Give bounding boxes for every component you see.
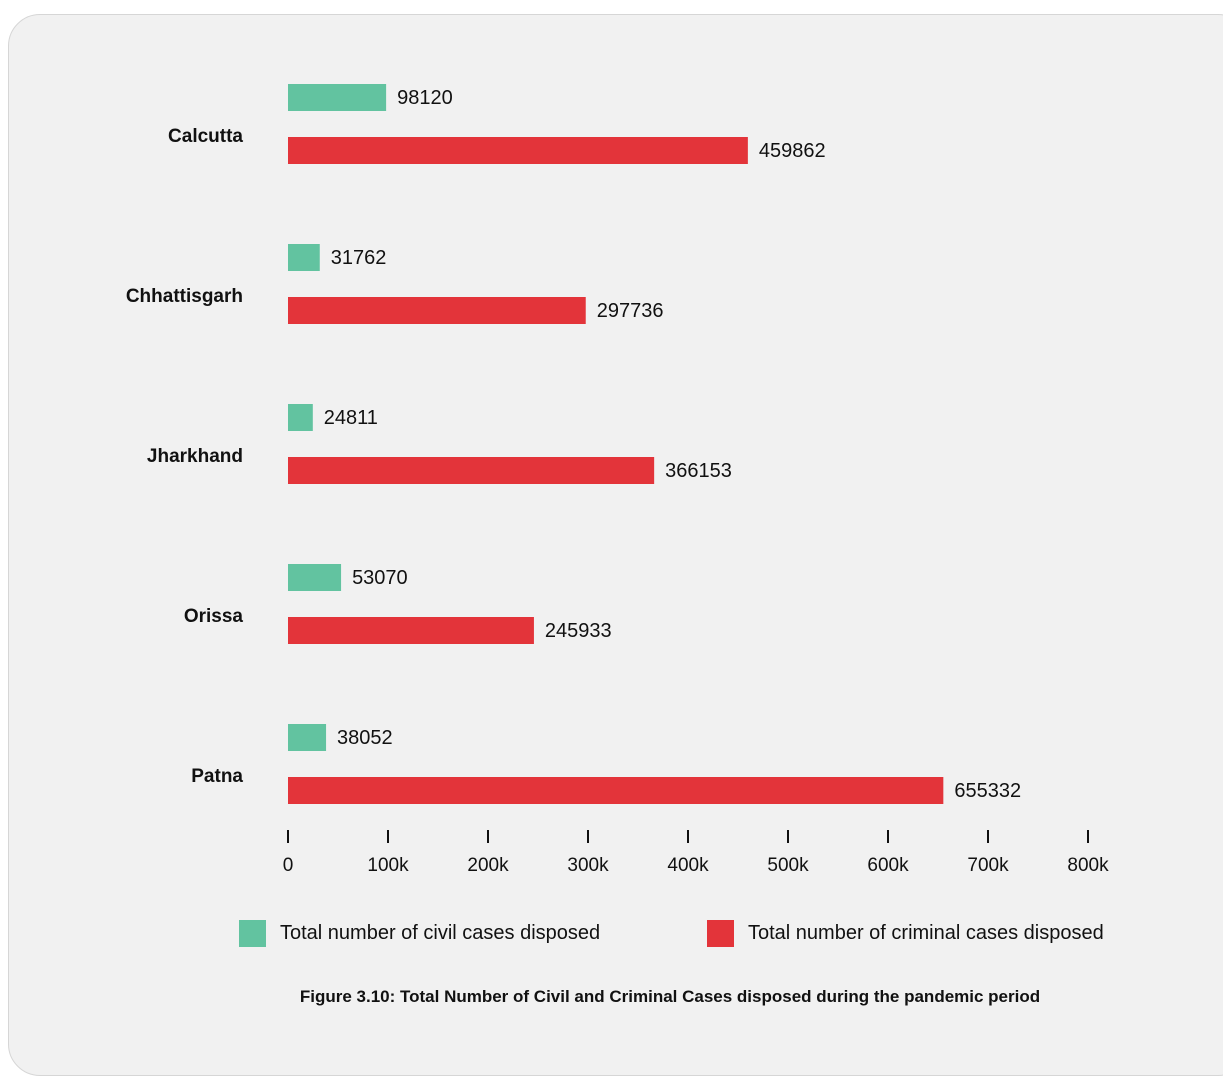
bar-criminal-patna [288,777,944,804]
data-label-civil-orissa: 53070 [352,567,408,589]
category-label-calcutta: Calcutta [168,126,243,147]
bar-chart: Calcutta 98120 459862 Chhattisgarh 31762 2977… [126,84,1109,876]
bar-civil-chhattisgarh [288,244,320,271]
data-label-civil-chhattisgarh: 31762 [331,247,387,269]
bar-civil-calcutta [288,84,387,111]
data-label-civil-calcutta: 98120 [397,87,453,109]
x-tick-label-3: 300k [567,855,609,876]
category-label-patna: Patna [191,766,243,787]
bar-criminal-jharkhand [288,457,655,484]
data-label-criminal-chhattisgarh: 297736 [597,300,664,322]
x-tick-label-8: 800k [1067,855,1109,876]
chart-card [8,14,1223,1076]
x-tick-label-4: 400k [667,855,709,876]
bar-civil-orissa [288,564,342,591]
category-label-orissa: Orissa [184,606,244,627]
x-tick-label-2: 200k [467,855,509,876]
legend-swatch-criminal [707,920,734,947]
legend-label-criminal: Total number of criminal cases disposed [748,922,1104,944]
figure-caption: Figure 3.10: Total Number of Civil and C… [299,987,1041,1006]
bar-civil-patna [288,724,327,751]
legend-swatch-civil [239,920,266,947]
x-tick-label-6: 600k [867,855,909,876]
data-label-criminal-calcutta: 459862 [759,140,826,162]
bar-criminal-orissa [288,617,534,644]
x-tick-label-0: 0 [283,855,294,876]
data-label-criminal-patna: 655332 [954,780,1021,802]
data-label-civil-patna: 38052 [337,727,393,749]
bar-civil-jharkhand [288,404,313,431]
chart-legend: Total number of civil cases disposed Tot… [0,920,1223,950]
legend-label-civil: Total number of civil cases disposed [280,922,601,944]
data-label-criminal-orissa: 245933 [545,620,612,642]
legend-item-civil: Total number of civil cases disposed [239,920,600,947]
category-label-chhattisgarh: Chhattisgarh [126,286,243,307]
data-label-civil-jharkhand: 24811 [324,407,378,429]
x-tick-label-1: 100k [367,855,409,876]
data-label-criminal-jharkhand: 366153 [665,460,732,482]
bar-criminal-calcutta [288,137,748,164]
bar-criminal-chhattisgarh [288,297,586,324]
x-tick-label-5: 500k [767,855,809,876]
legend-item-criminal: Total number of criminal cases disposed [707,920,1104,947]
x-tick-label-7: 700k [967,855,1009,876]
category-label-jharkhand: Jharkhand [147,446,243,467]
